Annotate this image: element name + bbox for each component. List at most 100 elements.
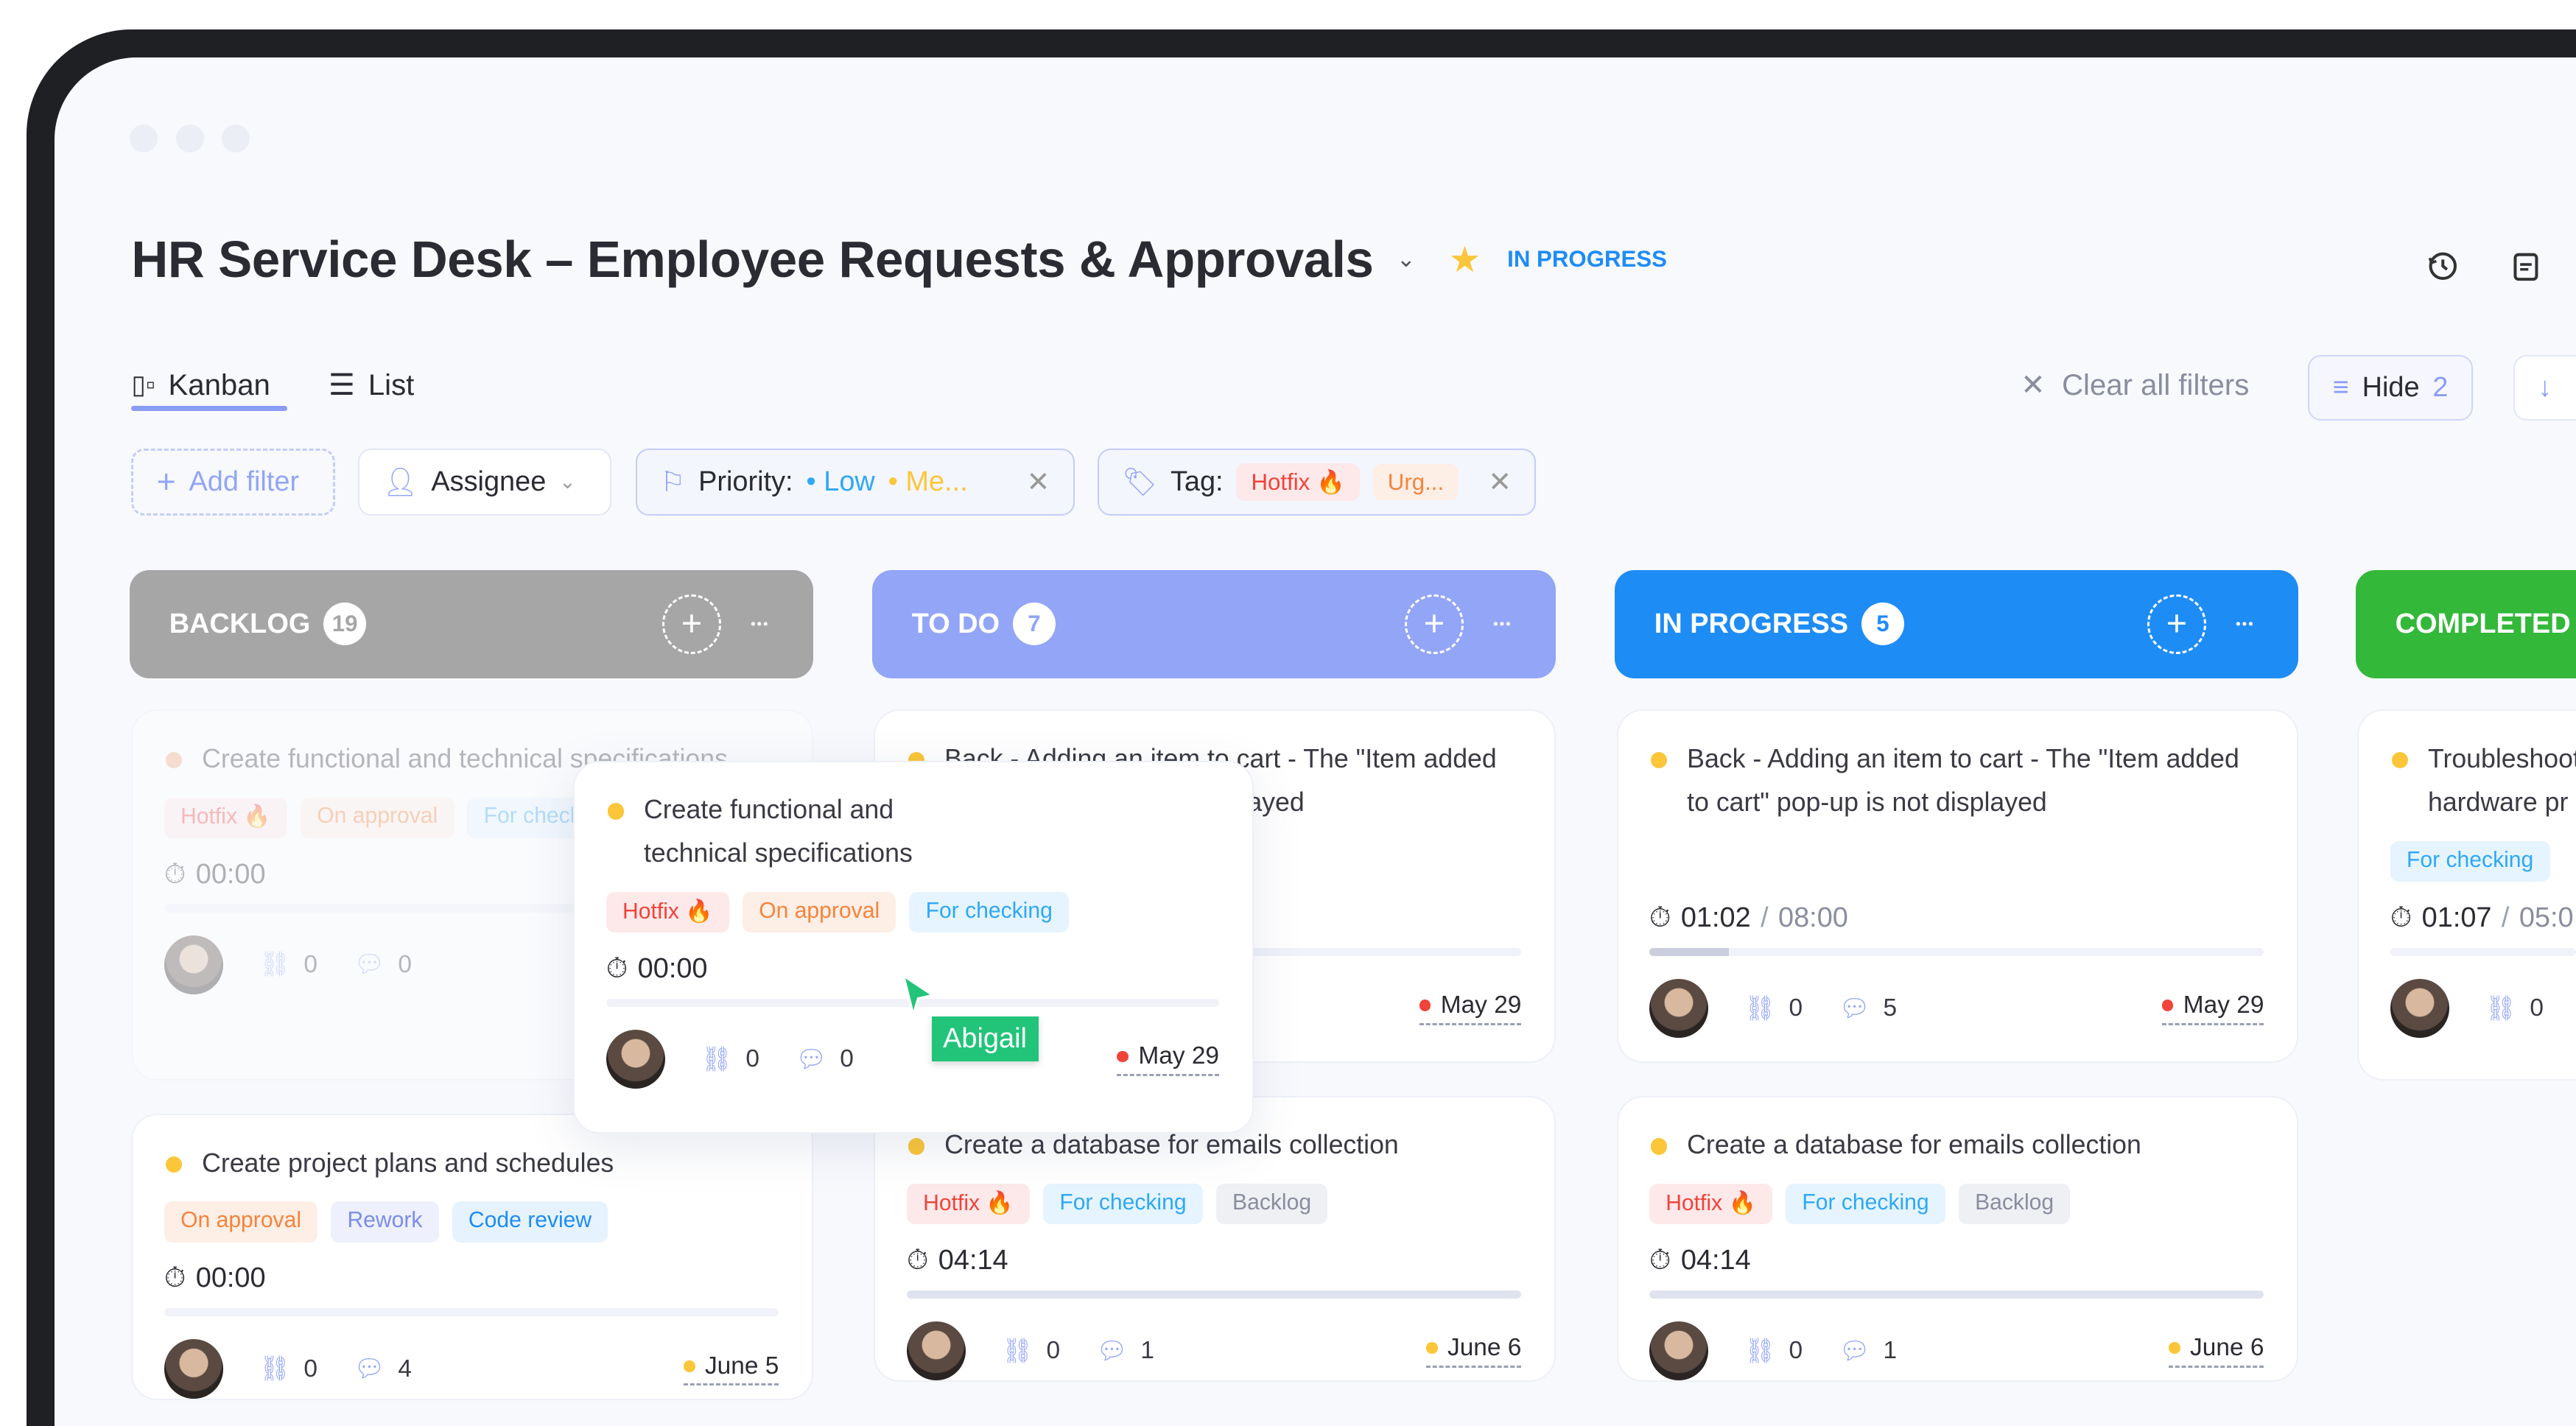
tag-blue: For checking bbox=[1043, 1183, 1203, 1225]
tag-chip: Urg... bbox=[1372, 463, 1459, 501]
progress-bar bbox=[1649, 947, 2264, 956]
column-count: 7 bbox=[1012, 603, 1056, 646]
avatar[interactable] bbox=[2390, 978, 2449, 1039]
card-tags bbox=[1649, 841, 2264, 882]
hide-button[interactable]: ≡ Hide 2 bbox=[2308, 354, 2473, 421]
due-value: May 29 bbox=[2183, 991, 2264, 1019]
priority-dot bbox=[2391, 752, 2409, 769]
cursor-user-label: Abigail bbox=[931, 1016, 1039, 1061]
priority-filter[interactable]: ⚐ Priority: • Low • Me... ✕ bbox=[636, 448, 1075, 516]
add-filter-button[interactable]: + Add filter bbox=[131, 448, 335, 516]
task-card[interactable]: Create project plans and schedules On app… bbox=[131, 1114, 813, 1400]
progress-bar bbox=[906, 1290, 1522, 1299]
task-card[interactable]: Troubleshoot hardware pr For checking ⏱ 01:… bbox=[2357, 709, 2576, 1081]
more-options-icon[interactable]: ••• bbox=[1493, 616, 1512, 631]
stopwatch-icon: ⏱ bbox=[1649, 902, 1671, 933]
avatar[interactable] bbox=[164, 935, 224, 995]
avatar[interactable] bbox=[1649, 1321, 1709, 1381]
avatar[interactable] bbox=[1649, 978, 1709, 1039]
comment-count: 💬︎ 5 bbox=[1839, 994, 1897, 1023]
sort-button[interactable]: ↓ bbox=[2513, 354, 2576, 421]
add-card-button[interactable]: + bbox=[661, 594, 722, 654]
status-badge[interactable]: IN PROGRESS bbox=[1507, 246, 1667, 273]
tag-icon: 🏷︎ bbox=[1121, 466, 1158, 498]
subtask-value: 0 bbox=[1789, 1337, 1803, 1365]
tab-kanban[interactable]: ▯▫ Kanban bbox=[131, 368, 270, 402]
progress-fill bbox=[906, 1290, 1522, 1299]
timer-value: 00:00 bbox=[195, 858, 266, 890]
priority-dot bbox=[1651, 752, 1668, 769]
priority-medium: • Me... bbox=[888, 466, 968, 498]
subtask-count: ⛓ 0 bbox=[1744, 994, 1803, 1023]
page-header: HR Service Desk – Employee Requests & Ap… bbox=[131, 230, 1667, 289]
tag-orange: On approval bbox=[164, 1201, 318, 1243]
avatar[interactable] bbox=[606, 1030, 665, 1089]
tag-gray: Backlog bbox=[1958, 1183, 2071, 1225]
comment-icon: 💬︎ bbox=[354, 1355, 385, 1383]
comment-value: 1 bbox=[1140, 1337, 1155, 1365]
due-dot bbox=[1426, 1342, 1438, 1355]
remove-filter-icon[interactable]: ✕ bbox=[1026, 467, 1050, 499]
chevron-down-icon[interactable]: ⌄ bbox=[1396, 246, 1416, 273]
subtask-icon: ⛓ bbox=[1002, 1337, 1033, 1365]
active-tab-indicator bbox=[131, 405, 288, 411]
avatar[interactable] bbox=[164, 1339, 224, 1399]
task-card[interactable]: Create a database for emails collection H… bbox=[874, 1095, 1556, 1383]
card-footer: ⛓ 0 💬︎ 0 bbox=[164, 935, 779, 995]
card-footer: ⛓ 0 bbox=[2390, 978, 2576, 1039]
notes-icon[interactable] bbox=[2512, 250, 2541, 283]
tag-filter[interactable]: 🏷︎ Tag: Hotfix 🔥 Urg... ✕ bbox=[1097, 448, 1537, 516]
plus-icon: + bbox=[156, 463, 176, 500]
priority-dot bbox=[908, 1138, 925, 1155]
task-card[interactable]: Create a database for emails collection H… bbox=[1616, 1095, 2299, 1383]
window-dot bbox=[222, 124, 250, 153]
clear-filters-button[interactable]: ✕ Clear all filters bbox=[2021, 368, 2249, 402]
due-value: June 5 bbox=[704, 1352, 779, 1380]
timer-value: 00:00 bbox=[637, 953, 708, 985]
tag-orange: On approval bbox=[300, 797, 455, 839]
column-title: TO DO bbox=[911, 608, 1000, 639]
tag-gray: Backlog bbox=[1215, 1183, 1328, 1225]
remove-filter-icon[interactable]: ✕ bbox=[1488, 467, 1512, 499]
subtask-icon: ⛓ bbox=[259, 1355, 291, 1383]
tag-blue: For checking bbox=[909, 891, 1070, 933]
add-card-button[interactable]: + bbox=[1404, 594, 1464, 654]
more-options-icon[interactable]: ••• bbox=[2236, 616, 2255, 631]
avatar[interactable] bbox=[906, 1321, 966, 1381]
tag-red: Hotfix 🔥 bbox=[164, 797, 288, 839]
card-tags: Hotfix 🔥 On approval For checking bbox=[606, 891, 1219, 933]
subtask-icon: ⛓ bbox=[2485, 994, 2517, 1022]
comment-count: 💬︎ 1 bbox=[1839, 1337, 1897, 1366]
priority-value: Me... bbox=[905, 466, 968, 498]
subtask-value: 0 bbox=[1046, 1337, 1061, 1365]
flag-icon: ⚐ bbox=[660, 467, 686, 499]
arrow-down-icon: ↓ bbox=[2538, 371, 2552, 403]
card-timer: ⏱ 04:14 bbox=[1649, 1244, 2264, 1277]
stopwatch-icon: ⏱ bbox=[606, 953, 628, 985]
subtask-value: 0 bbox=[745, 1045, 759, 1073]
dragged-task-card[interactable]: Create functional and technical specific… bbox=[573, 760, 1254, 1134]
subtask-value: 0 bbox=[2530, 994, 2544, 1022]
card-footer: ⛓ 0 💬︎ 5 May 29 bbox=[1649, 978, 2264, 1039]
task-card[interactable]: Back - Adding an item to cart - The "Ite… bbox=[1616, 709, 2299, 1063]
history-icon[interactable] bbox=[2426, 250, 2460, 283]
assignee-filter[interactable]: 👤︎ Assignee ⌄ bbox=[358, 448, 611, 516]
filter-lines-icon: ≡ bbox=[2332, 371, 2349, 403]
due-date[interactable]: May 29 bbox=[2161, 991, 2264, 1025]
add-card-button[interactable]: + bbox=[2147, 594, 2207, 654]
due-date[interactable]: June 5 bbox=[683, 1352, 779, 1386]
timer-value: 04:14 bbox=[938, 1244, 1008, 1276]
due-date[interactable]: May 29 bbox=[1117, 1042, 1220, 1076]
due-date[interactable]: June 6 bbox=[2169, 1334, 2264, 1368]
window-dot bbox=[130, 124, 158, 153]
due-dot bbox=[2169, 1342, 2180, 1355]
timer-value: 00:00 bbox=[195, 1262, 266, 1294]
subtask-value: 0 bbox=[1789, 994, 1803, 1022]
due-date[interactable]: May 29 bbox=[1419, 991, 1522, 1025]
subtask-icon: ⛓ bbox=[701, 1045, 733, 1073]
more-options-icon[interactable]: ••• bbox=[751, 616, 770, 631]
comment-count: 💬︎ 0 bbox=[796, 1045, 854, 1074]
tab-list[interactable]: ☰ List bbox=[329, 368, 414, 402]
due-date[interactable]: June 6 bbox=[1426, 1334, 1522, 1368]
star-icon[interactable]: ★ bbox=[1448, 240, 1481, 281]
